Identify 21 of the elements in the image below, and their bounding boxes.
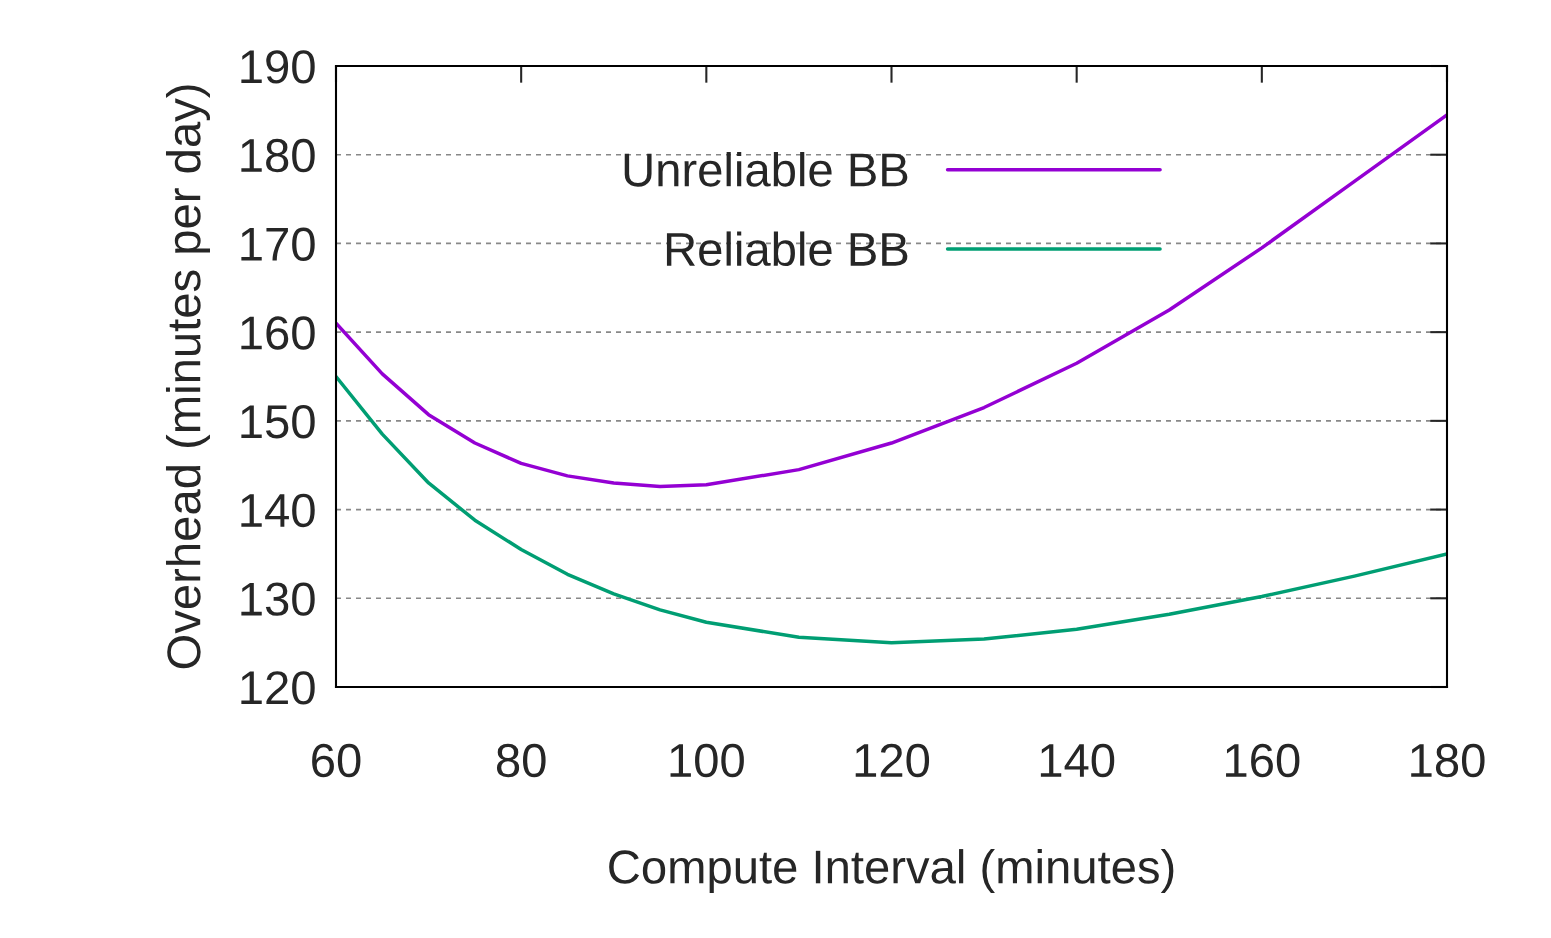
y-tick-label: 170 bbox=[241, 227, 315, 261]
legend-label: Reliable BB bbox=[666, 231, 908, 267]
y-tick-label: 130 bbox=[241, 582, 315, 616]
y-tick-label: 150 bbox=[241, 404, 315, 439]
x-tick-label: 180 bbox=[1411, 743, 1485, 778]
line-series bbox=[336, 113, 1447, 489]
y-tick-label: 180 bbox=[241, 138, 315, 173]
y-tick-label: 190 bbox=[241, 50, 315, 84]
x-tick-label: 140 bbox=[1040, 743, 1115, 778]
line-series bbox=[336, 374, 1447, 645]
y-tick-label: 160 bbox=[241, 316, 315, 350]
y-axis-title: Overhead (minutes per day) bbox=[165, 85, 210, 669]
x-tick-label: 160 bbox=[1226, 743, 1300, 778]
x-tick-label: 100 bbox=[670, 743, 744, 778]
x-tick-label: 60 bbox=[312, 743, 361, 778]
x-axis-title: Compute Interval (minutes) bbox=[609, 849, 1174, 894]
y-tick-label: 120 bbox=[241, 671, 315, 705]
legend-label: Unreliable BB bbox=[624, 151, 908, 187]
x-tick-label: 120 bbox=[855, 743, 930, 778]
y-tick-label: 140 bbox=[241, 493, 315, 528]
x-tick-label: 80 bbox=[496, 743, 546, 778]
